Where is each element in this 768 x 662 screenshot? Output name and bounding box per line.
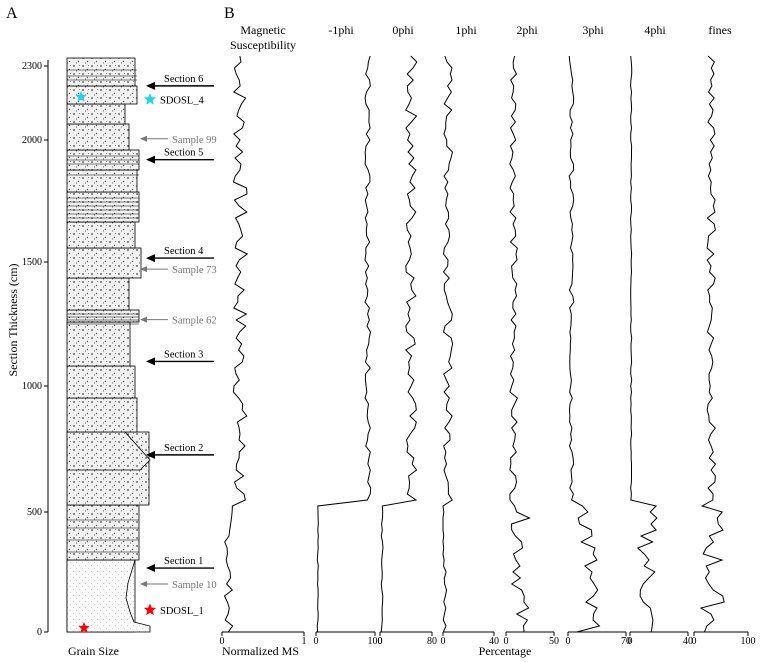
osl-label: SDOSL_4 [160, 95, 205, 106]
sample-marker: Sample 10 [140, 580, 217, 591]
section-label: Section 5 [164, 148, 203, 159]
column-title: 4phi [644, 23, 666, 37]
y-tick-500: 500 [27, 507, 42, 518]
sample-label: Sample 62 [172, 316, 217, 327]
section-label: Section 2 [164, 443, 203, 454]
curve-panel: 1phi 0 40 [441, 23, 500, 647]
profile-line [568, 55, 601, 633]
osl-marker: SDOSL_1 [143, 603, 204, 617]
x-tick-max: 40 [683, 636, 693, 647]
x-tick-min: 0 [220, 636, 225, 647]
profile-line [509, 55, 531, 633]
column-title: 1phi [455, 23, 477, 37]
panel-a-letter: A [6, 5, 18, 22]
panel-a-annotations: Section 6 Section 5 Section 4 Section 3 Sect… [140, 74, 217, 617]
profile-line [630, 55, 658, 633]
x-tick-min: 0 [314, 636, 319, 647]
curve-panel: fines 0 100 [692, 23, 756, 647]
x-tick-min: 0 [628, 636, 633, 647]
osl-sample-stars [75, 91, 90, 633]
x-label-grain-size: Grain Size [68, 644, 119, 658]
column-title: 2phi [516, 23, 538, 37]
sample-marker: Sample 73 [140, 265, 217, 276]
curve-panel: 0phi 0 80 [378, 23, 438, 647]
x-tick-min: 0 [566, 636, 571, 647]
x-tick-max: 100 [741, 636, 756, 647]
star-icon [143, 603, 157, 616]
y-tick-2300: 2300 [22, 61, 42, 72]
profile-line [380, 55, 418, 633]
curve-panel: 2phi 0 50 [504, 23, 560, 647]
osl-marker: SDOSL_4 [143, 92, 205, 106]
lithologic-column [66, 57, 151, 633]
profile-line [699, 55, 725, 633]
sample-label: Sample 73 [172, 265, 217, 276]
y-tick-1000: 1000 [22, 381, 42, 392]
x-tick-min: 0 [378, 636, 383, 647]
column-title: 3phi [582, 23, 604, 37]
x-label-normalized-ms: Normalized MS [222, 644, 299, 658]
x-tick-min: 0 [504, 636, 509, 647]
osl-label: SDOSL_1 [160, 606, 204, 617]
section-marker: Section 3 [146, 349, 214, 366]
x-tick-max: 1 [302, 636, 307, 647]
x-tick-min: 0 [441, 636, 446, 647]
column-subtitle: Susceptibility [230, 38, 296, 52]
section-marker: Section 2 [146, 443, 214, 459]
section-marker: Section 1 [146, 556, 214, 573]
panel-b-letter: B [224, 5, 235, 22]
y-tick-0: 0 [37, 627, 42, 638]
sample-marker: Sample 62 [140, 316, 217, 327]
sample-label: Sample 99 [172, 135, 217, 146]
star-icon [143, 92, 157, 105]
sample-label: Sample 10 [172, 580, 217, 591]
y-axis-ticks: 0 500 1000 1500 2000 2300 [22, 61, 48, 638]
sample-marker: Sample 99 [140, 135, 217, 146]
x-tick-min: 0 [692, 636, 697, 647]
x-tick-max: 70 [621, 636, 631, 647]
profile-line [442, 55, 454, 633]
star-icon [78, 622, 90, 633]
section-marker: Section 4 [146, 246, 214, 263]
column-title: -1phi [328, 23, 354, 37]
section-label: Section 6 [164, 74, 203, 85]
star-icon [75, 91, 87, 102]
column-title: Magnetic [240, 23, 285, 37]
profile-line [223, 55, 249, 633]
x-tick-max: 80 [427, 636, 437, 647]
profile-line [316, 55, 372, 633]
column-title: 0phi [392, 23, 414, 37]
thin-beds [67, 69, 139, 553]
x-tick-max: 40 [489, 636, 499, 647]
section-marker: Section 6 [146, 74, 214, 90]
y-tick-1500: 1500 [22, 257, 42, 268]
section-label: Section 3 [164, 349, 203, 360]
x-tick-max: 100 [368, 636, 383, 647]
y-axis-label: Section Thickness (cm) [6, 263, 20, 376]
x-tick-max: 50 [549, 636, 559, 647]
x-label-percentage: Percentage [479, 644, 532, 658]
section-label: Section 4 [164, 246, 204, 257]
column-title: fines [708, 23, 732, 37]
y-tick-2000: 2000 [22, 135, 42, 146]
section-label: Section 1 [164, 556, 203, 567]
section-marker: Section 5 [146, 148, 214, 164]
